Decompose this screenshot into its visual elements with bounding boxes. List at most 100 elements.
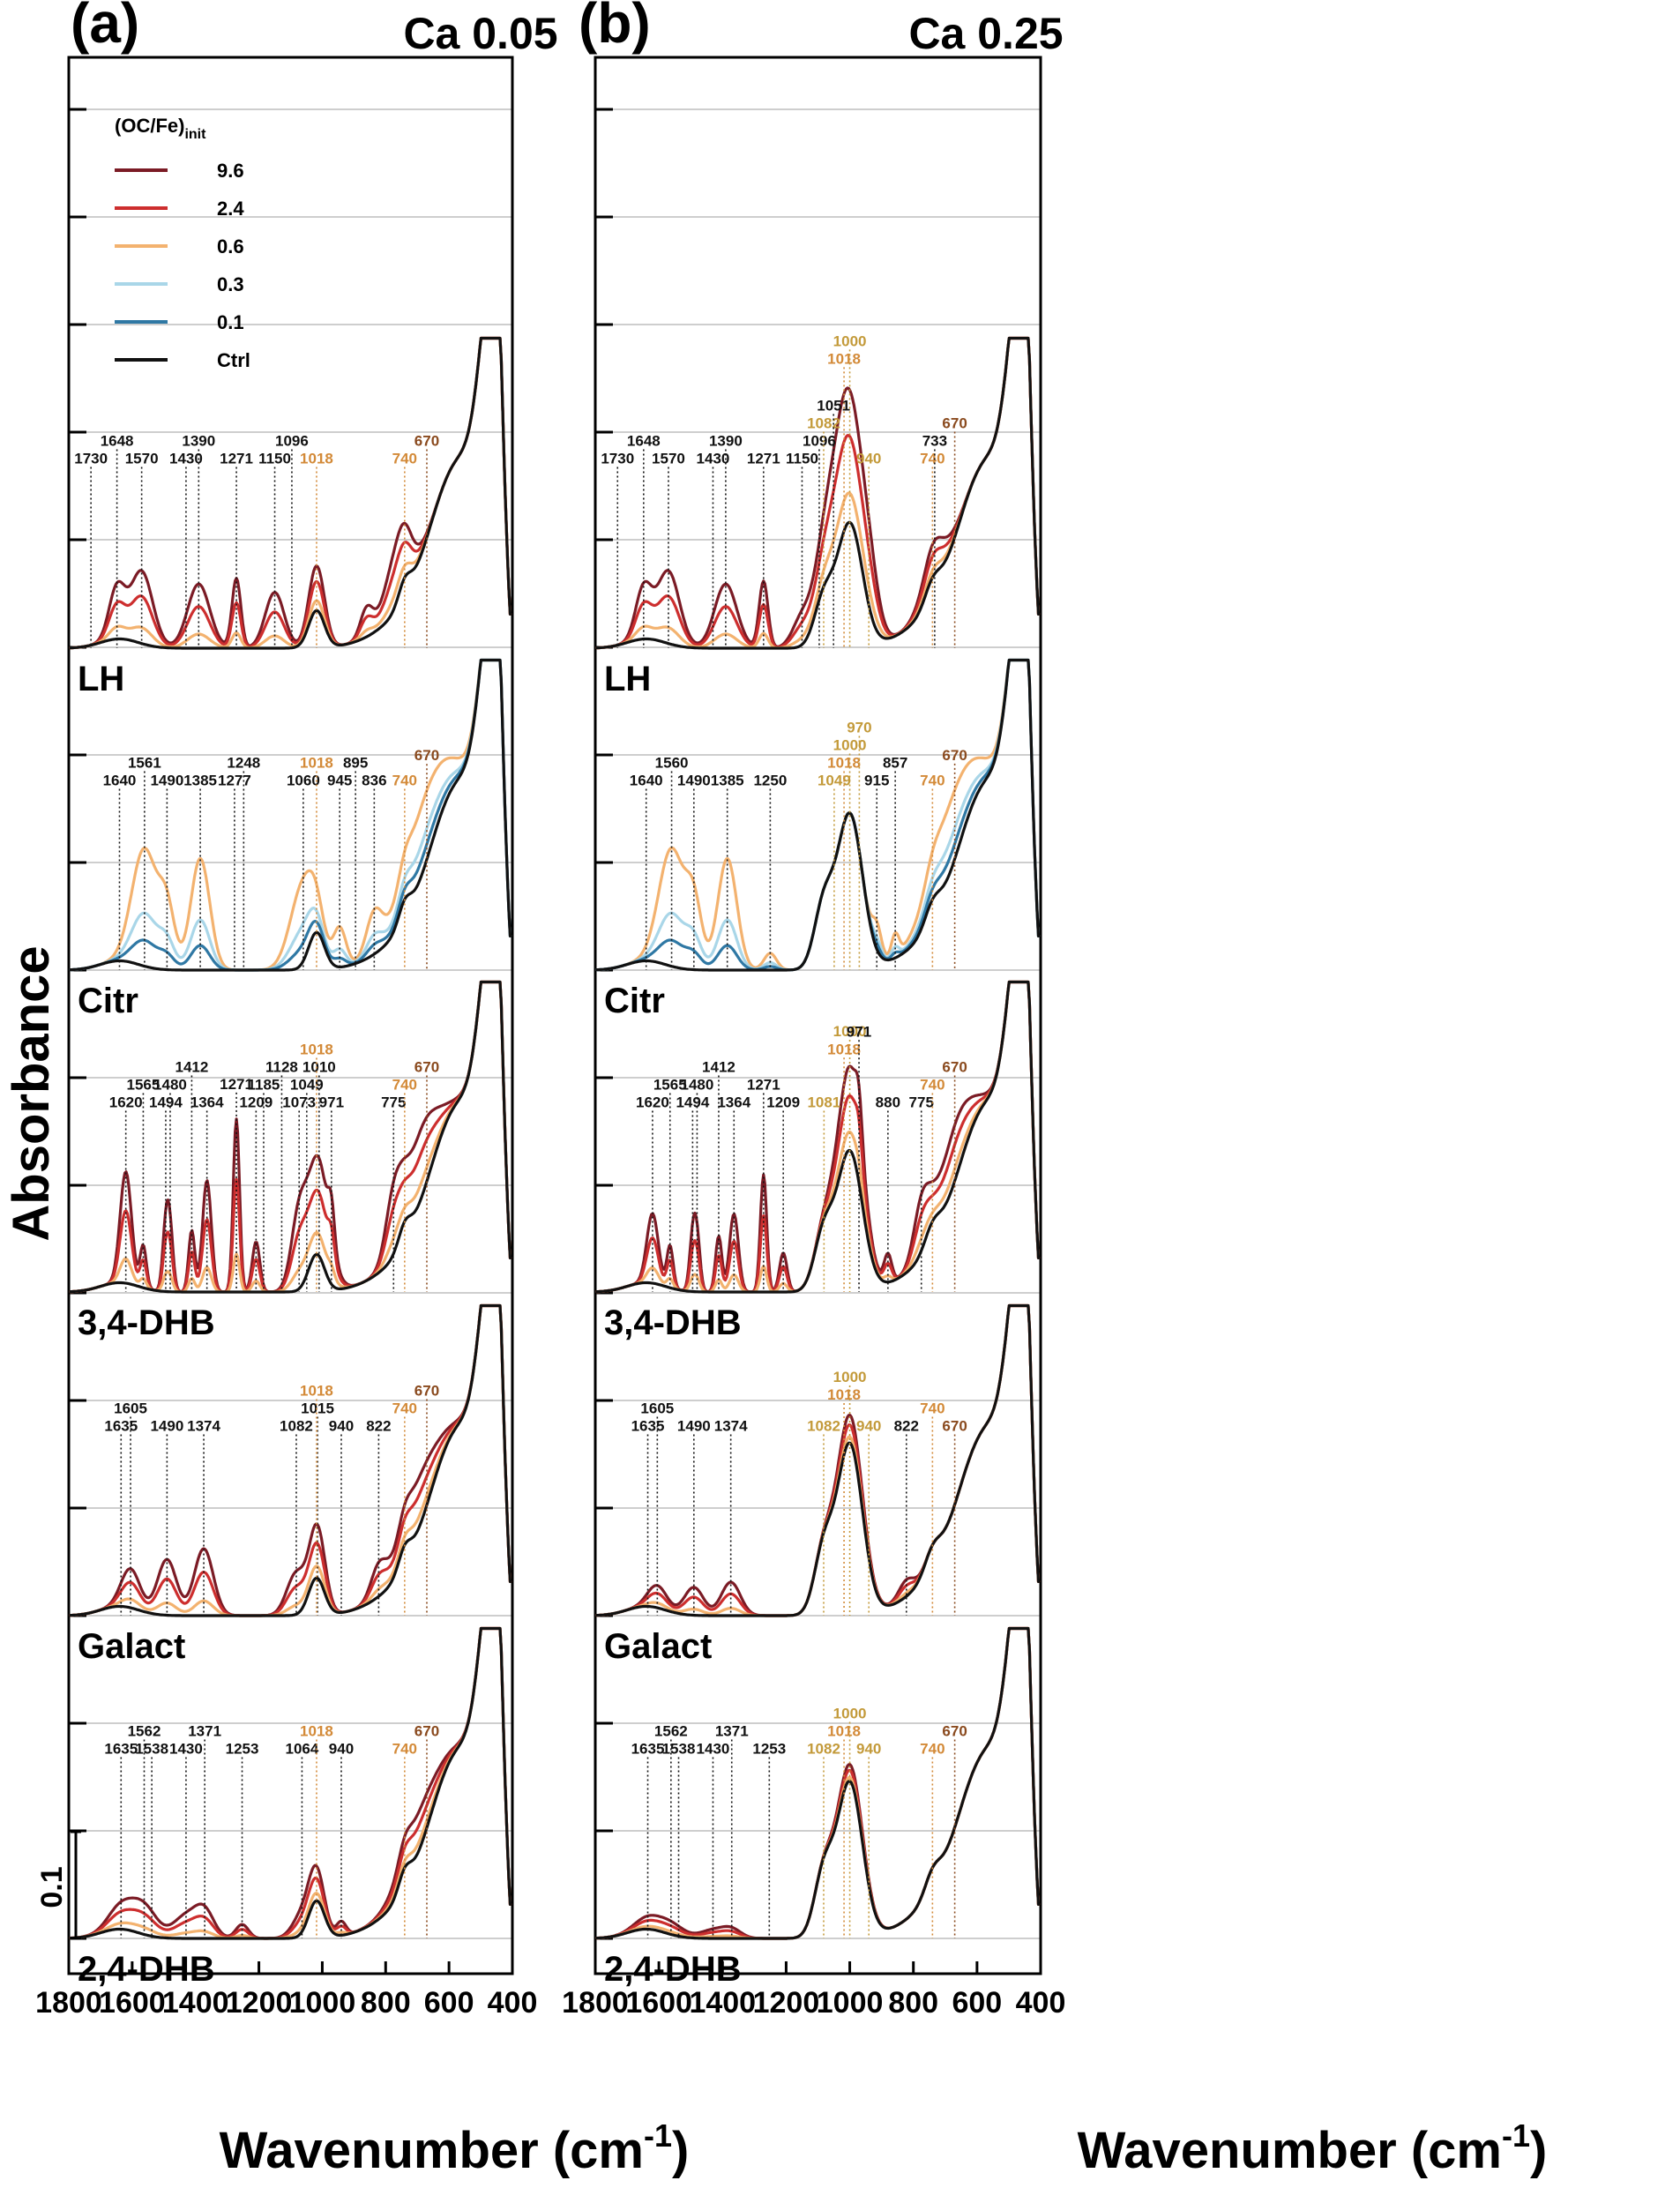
spectrum-citr-ctrl [595, 658, 1041, 972]
peak-label-895: 895 [343, 755, 368, 772]
peak-label-740: 740 [920, 773, 945, 789]
peak-label-1494: 1494 [149, 1094, 183, 1111]
peak-label-1570: 1570 [652, 451, 685, 467]
peak-label-1648: 1648 [101, 433, 134, 450]
peak-label-1635: 1635 [104, 1418, 138, 1435]
peak-label-670: 670 [414, 747, 439, 764]
peak-label-1000: 1000 [833, 1706, 867, 1722]
peak-label-1271: 1271 [747, 1077, 780, 1094]
peak-label-1480: 1480 [681, 1077, 714, 1094]
spectrum-galact-9-6 [595, 1303, 1041, 1617]
x-tick-label-1200: 1200 [753, 1986, 820, 2020]
peak-label-1490: 1490 [677, 773, 711, 789]
peak-label-945: 945 [327, 773, 352, 789]
peak-label-740: 740 [920, 451, 945, 467]
spectrum-lh-ctrl [595, 336, 1041, 650]
peak-label-1150: 1150 [258, 451, 291, 467]
peak-label-670: 670 [414, 433, 439, 450]
sample-label-lh: LH [78, 660, 124, 698]
peak-label-1073: 1073 [282, 1094, 316, 1111]
peak-label-1253: 1253 [752, 1741, 786, 1758]
peak-label-1018: 1018 [300, 1383, 333, 1400]
peak-label-1374: 1374 [714, 1418, 748, 1435]
peak-label-740: 740 [392, 1400, 417, 1417]
peak-label-1018: 1018 [827, 1041, 861, 1057]
peak-label-1060: 1060 [287, 773, 320, 789]
sample-label-3-4-dhb: 3,4-DHB [604, 1303, 742, 1342]
peak-label-1538: 1538 [662, 1741, 696, 1758]
peak-label-1635: 1635 [104, 1741, 138, 1758]
peak-label-670: 670 [942, 415, 967, 432]
sample-label-3-4-dhb: 3,4-DHB [78, 1303, 215, 1342]
sample-label-citr: Citr [78, 982, 138, 1020]
peak-label-1490: 1490 [150, 773, 183, 789]
x-tick-label-1000: 1000 [817, 1986, 884, 2020]
panel-letter-0: (a) [71, 0, 139, 55]
peak-label-1018: 1018 [300, 1723, 333, 1740]
peak-label-670: 670 [942, 747, 967, 764]
peak-label-822: 822 [894, 1418, 919, 1435]
spectrum-galact-0-6 [595, 1303, 1041, 1617]
x-tick-label-1400: 1400 [689, 1986, 756, 2020]
peak-label-940: 940 [856, 1418, 881, 1435]
x-axis-title-b-sup: -1 [1502, 2117, 1530, 2154]
spectrum-galact-ctrl [595, 1303, 1041, 1617]
sample-label-2-4-dhb: 2,4-DHB [604, 1950, 742, 1989]
peak-label-1082: 1082 [807, 1418, 840, 1435]
sample-label-galact: Galact [604, 1627, 712, 1666]
peak-label-1371: 1371 [715, 1723, 749, 1740]
spectrum-citr-0-6 [69, 658, 512, 972]
peak-label-1640: 1640 [103, 773, 137, 789]
spectrum-2-4-dhb-2-4 [595, 1626, 1041, 1940]
peak-label-1064: 1064 [286, 1741, 319, 1758]
peak-label-1253: 1253 [226, 1741, 259, 1758]
spectrum-galact-9-6 [69, 1303, 512, 1617]
peak-label-1010: 1010 [302, 1059, 336, 1076]
spectrum-3-4-dhb-2-4 [69, 980, 512, 1294]
peak-label-970: 970 [847, 720, 871, 736]
x-tick-label-1600: 1600 [99, 1986, 166, 2020]
x-tick-label-400: 400 [488, 1986, 538, 2020]
spectrum-lh-9-6 [69, 336, 512, 650]
peak-label-1018: 1018 [827, 755, 861, 772]
peak-label-1605: 1605 [640, 1400, 674, 1417]
x-axis-title-b: Wavenumber (cm-1) [1078, 2117, 1548, 2179]
peak-label-1430: 1430 [169, 451, 203, 467]
peak-label-940: 940 [329, 1741, 354, 1758]
peak-label-740: 740 [392, 773, 417, 789]
peak-label-1185: 1185 [248, 1077, 280, 1094]
peak-label-1565: 1565 [127, 1077, 161, 1094]
peak-label-1271: 1271 [747, 451, 780, 467]
peak-label-836: 836 [362, 773, 386, 789]
scale-bar-label: 0.1 [35, 1866, 69, 1908]
sample-label-lh: LH [604, 660, 651, 698]
panel-title-0: Ca 0.05 [403, 9, 557, 58]
spectrum-lh-0-6 [69, 336, 512, 650]
peak-label-1049: 1049 [290, 1077, 324, 1094]
x-axis-title-a-sup: -1 [644, 2117, 672, 2154]
spectrum-galact-2-4 [69, 1303, 512, 1617]
legend-label-0-3: 0.3 [217, 273, 244, 295]
legend-label-2-4: 2.4 [217, 198, 244, 220]
peak-label-1082: 1082 [280, 1418, 313, 1435]
peak-label-1640: 1640 [630, 773, 663, 789]
spectrum-2-4-dhb-ctrl [595, 1626, 1041, 1940]
x-tick-label-1800: 1800 [35, 1986, 102, 2020]
peak-label-740: 740 [920, 1077, 945, 1094]
peak-label-740: 740 [392, 1077, 417, 1094]
sample-label-galact: Galact [78, 1627, 185, 1666]
spectrum-lh-2-4 [69, 336, 512, 650]
peak-label-1620: 1620 [636, 1094, 669, 1111]
peak-label-1209: 1209 [766, 1094, 800, 1111]
x-axis-title-b-close: ) [1530, 2122, 1547, 2179]
peak-label-1000: 1000 [833, 1023, 867, 1040]
legend-label-ctrl: Ctrl [217, 349, 250, 371]
peak-label-1562: 1562 [654, 1723, 688, 1740]
peak-label-1096: 1096 [803, 433, 836, 450]
spectrum-citr-0-3 [595, 658, 1041, 972]
legend-label-0-6: 0.6 [217, 235, 244, 258]
